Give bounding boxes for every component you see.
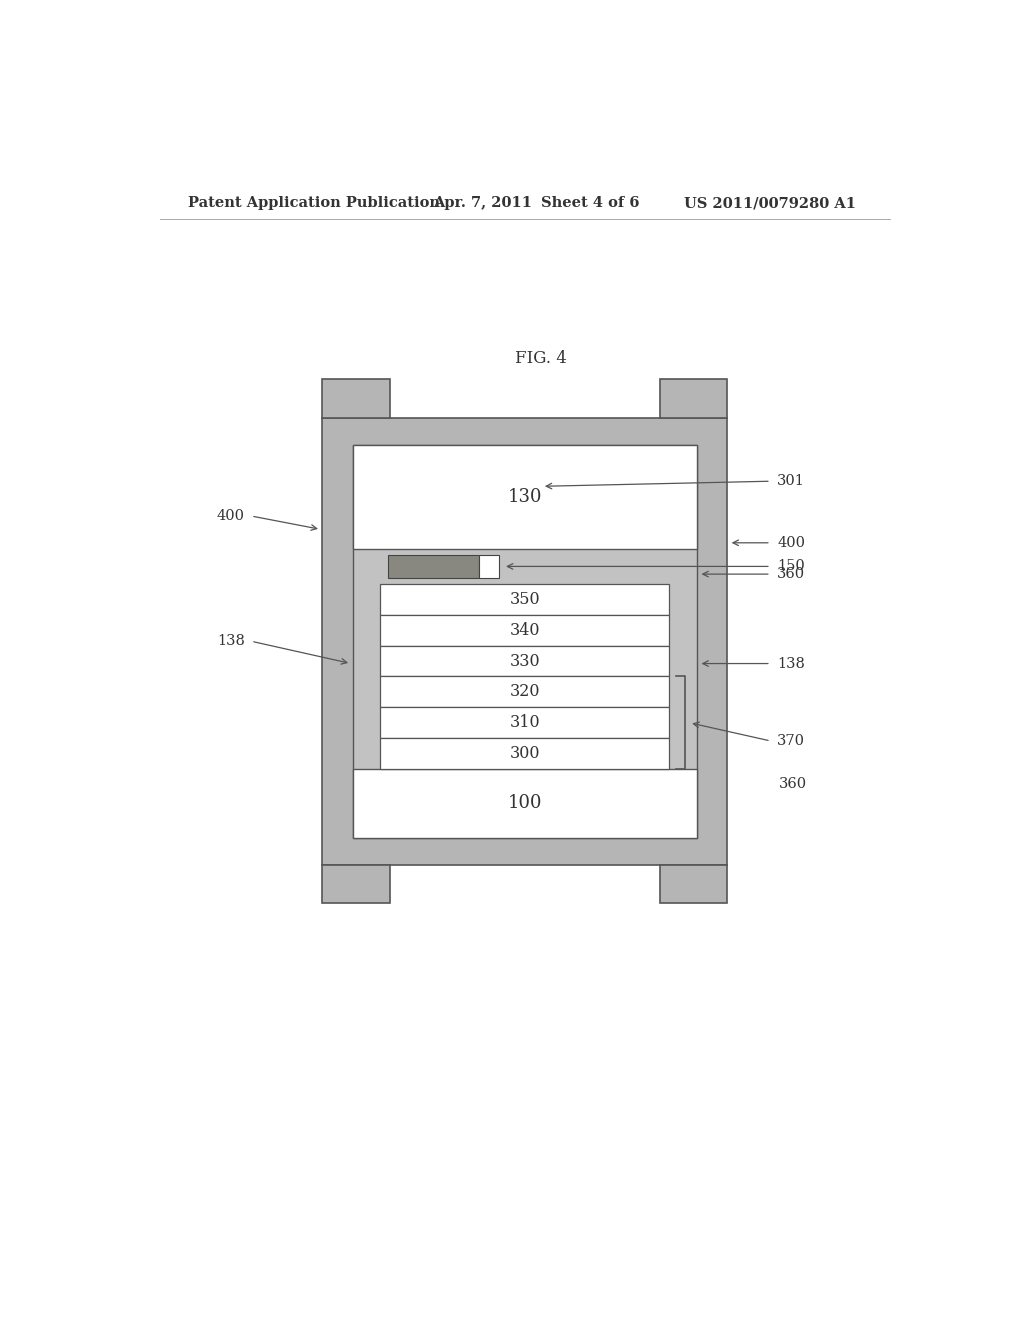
Bar	[479, 556, 499, 578]
Bar	[380, 708, 670, 738]
Text: Sheet 4 of 6: Sheet 4 of 6	[541, 197, 639, 210]
Text: Patent Application Publication: Patent Application Publication	[187, 197, 439, 210]
Bar	[352, 445, 697, 549]
Text: FIG. 4: FIG. 4	[515, 350, 566, 367]
Text: 360: 360	[778, 777, 807, 791]
Bar	[659, 865, 727, 903]
Text: 400: 400	[777, 536, 805, 550]
Text: 100: 100	[508, 795, 542, 812]
Text: 340: 340	[510, 622, 540, 639]
Text: 320: 320	[510, 684, 540, 701]
Bar	[352, 445, 697, 838]
Text: 301: 301	[777, 474, 805, 488]
Text: 310: 310	[510, 714, 540, 731]
Text: 300: 300	[510, 744, 540, 762]
Bar	[380, 645, 670, 676]
Text: 350: 350	[510, 591, 540, 609]
Text: Apr. 7, 2011: Apr. 7, 2011	[433, 197, 532, 210]
Bar	[388, 556, 479, 578]
Bar	[380, 738, 670, 770]
Bar	[323, 865, 390, 903]
Text: 330: 330	[510, 652, 540, 669]
Text: 400: 400	[217, 510, 245, 523]
Text: 370: 370	[777, 734, 805, 748]
Text: 130: 130	[508, 487, 542, 506]
Bar	[352, 770, 697, 838]
Bar	[380, 615, 670, 645]
Bar	[380, 583, 670, 615]
Text: 360: 360	[777, 568, 805, 581]
Text: 150: 150	[777, 560, 805, 573]
Bar	[323, 379, 390, 417]
Text: US 2011/0079280 A1: US 2011/0079280 A1	[684, 197, 855, 210]
Text: 138: 138	[217, 634, 245, 648]
Bar	[323, 417, 727, 865]
Bar	[659, 379, 727, 417]
Text: 138: 138	[777, 656, 805, 671]
Bar	[380, 676, 670, 708]
